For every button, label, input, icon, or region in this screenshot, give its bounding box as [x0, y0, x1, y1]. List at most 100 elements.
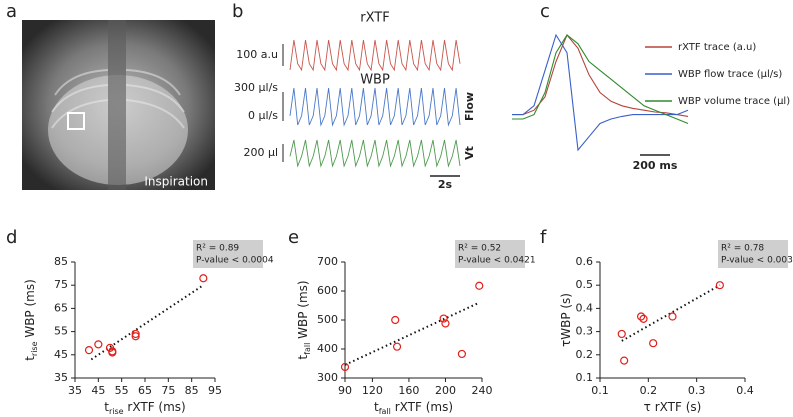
point: [391, 315, 400, 325]
y-axis-label-part: t: [296, 355, 310, 360]
x-axis-label-part: rXTF (ms): [391, 400, 453, 414]
y-tick-label: 400: [317, 342, 338, 355]
x-axis-label-part: fall: [379, 407, 391, 416]
legend-label: rXTF trace (a.u): [678, 42, 756, 53]
point: [131, 332, 140, 341]
y-tick-label: 55: [54, 325, 68, 338]
x-tick-label: 0.2: [640, 384, 658, 397]
y-tick-label: 45: [54, 348, 68, 361]
trace-line: [512, 33, 689, 117]
trace-title: rXTF: [360, 11, 389, 26]
trace-side-label: Vt: [463, 146, 476, 160]
y-tick-label: 300: [317, 371, 338, 384]
x-axis-label: trise rXTF (ms): [104, 400, 185, 417]
y-tick-label: 85: [54, 255, 68, 268]
y-axis-label-part: WBP (ms): [23, 279, 37, 341]
trace-line: [289, 87, 461, 127]
y-tick-label: 75: [54, 278, 68, 291]
x-tick-label: 0.4: [736, 384, 754, 397]
point: [457, 349, 467, 359]
point: [715, 281, 724, 290]
annotation-box: [193, 240, 263, 268]
scale-label: 200 µl: [243, 146, 278, 159]
point: [340, 362, 350, 372]
y-axis-label-part: t: [23, 356, 37, 361]
point: [131, 329, 140, 339]
y-axis-label: τWBP (s): [559, 293, 573, 347]
y-tick-label: 0.2: [576, 348, 594, 361]
trendline: [621, 284, 721, 342]
y-tick-label: 35: [54, 371, 68, 384]
x-tick-label: 240: [472, 384, 493, 397]
y-axis-label-part: τWBP (s): [559, 293, 573, 347]
point: [475, 281, 484, 290]
x-axis-label-part: rise: [109, 407, 124, 416]
annotation: P-value < 0.0004: [196, 256, 274, 266]
y-axis-label-part: rise: [30, 341, 39, 356]
trace-line: [289, 139, 461, 168]
y-axis-label: tfall WBP (ms): [296, 280, 313, 359]
x-axis-label-part: t: [374, 400, 379, 414]
point: [441, 319, 450, 328]
legend-label: WBP flow trace (µl/s): [678, 69, 782, 80]
point: [620, 356, 629, 365]
panel-letter: b: [232, 1, 243, 22]
trace-line: [512, 34, 689, 125]
x-tick-label: 200: [435, 384, 456, 397]
x-tick-label: 55: [115, 384, 129, 397]
x-tick-label: 0.1: [591, 384, 609, 397]
point: [617, 329, 626, 339]
scale-bar-label: 200 ms: [633, 159, 678, 172]
x-tick-label: 75: [161, 384, 175, 397]
x-tick-label: 65: [138, 384, 152, 397]
y-tick-label: 0.4: [576, 301, 594, 314]
panel-letter: d: [6, 227, 17, 248]
panel-letter: a: [6, 1, 17, 22]
annotation: P-value < 0.0039: [721, 256, 793, 266]
x-axis-label: tfall rXTF (ms): [374, 400, 453, 417]
trace-line: [512, 33, 689, 152]
point: [94, 340, 103, 349]
point: [649, 339, 658, 348]
panel-letter: f: [540, 227, 547, 248]
point: [439, 314, 448, 323]
legend-label: WBP volume trace (µl): [678, 96, 790, 107]
x-tick-label: 120: [362, 384, 383, 397]
point: [199, 274, 208, 283]
scale-label: 100 a.u: [236, 48, 278, 61]
point: [392, 342, 402, 351]
annotation: P-value < 0.0421: [458, 256, 536, 266]
point: [668, 312, 677, 321]
trace-line: [289, 39, 461, 72]
image-caption: Inspiration: [144, 175, 208, 189]
x-axis-label-part: t: [104, 400, 109, 414]
y-tick-label: 0.6: [576, 255, 594, 268]
point: [639, 314, 648, 323]
x-tick-label: 35: [68, 384, 82, 397]
trace-title: WBP: [360, 73, 390, 88]
y-tick-label: 65: [54, 301, 68, 314]
y-tick-label: 0.1: [576, 371, 594, 384]
x-axis-label-part: rXTF (ms): [124, 400, 186, 414]
y-tick-label: 0.3: [576, 325, 594, 338]
x-axis-label-part: τ rXTF (s): [644, 400, 702, 414]
annotation: R² = 0.78: [721, 244, 764, 254]
x-tick-label: 0.3: [688, 384, 706, 397]
trace-side-label: Flow: [463, 92, 476, 121]
panel-letter: c: [540, 1, 550, 22]
x-tick-label: 160: [398, 384, 419, 397]
y-tick-label: 0.5: [576, 278, 594, 291]
scale-label: 0 µl/s: [248, 109, 278, 122]
y-tick-label: 700: [317, 255, 338, 268]
x-axis-label: τ rXTF (s): [644, 400, 702, 414]
panel-letter: e: [288, 227, 299, 248]
y-axis-label: trise WBP (ms): [23, 279, 40, 361]
y-tick-label: 500: [317, 313, 338, 326]
annotation-box: [718, 240, 788, 268]
annotation: R² = 0.52: [458, 244, 501, 254]
point: [636, 312, 646, 321]
point: [108, 348, 117, 357]
annotation-box: [455, 240, 525, 268]
y-tick-label: 600: [317, 284, 338, 297]
